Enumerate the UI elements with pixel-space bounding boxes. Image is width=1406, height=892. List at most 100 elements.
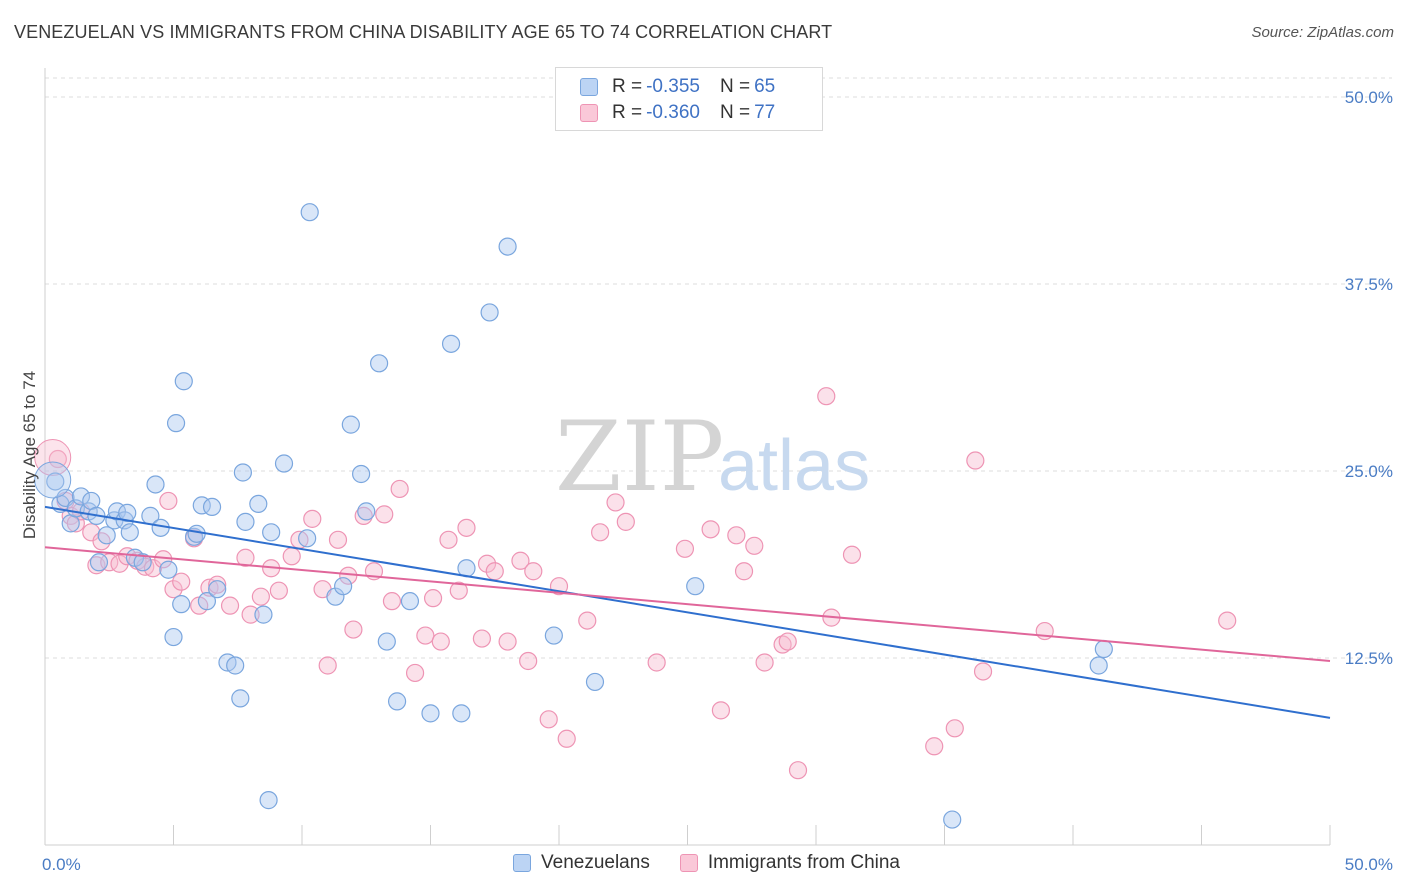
series-venezuelans-points xyxy=(34,203,1113,829)
data-point-venezuelans xyxy=(97,526,116,545)
data-point-china xyxy=(236,548,255,567)
data-point-china xyxy=(164,580,183,599)
data-point-venezuelans xyxy=(208,580,227,599)
data-point-venezuelans xyxy=(1094,639,1113,659)
data-point-china xyxy=(778,632,797,651)
legend-swatch-pink xyxy=(580,104,598,122)
legend-label-immigrants-from-china: Immigrants from China xyxy=(707,852,900,873)
data-point-venezuelans xyxy=(1089,656,1108,675)
data-point-venezuelans xyxy=(71,487,91,506)
data-point-venezuelans xyxy=(274,454,294,473)
data-point-china xyxy=(734,562,754,581)
data-point-venezuelans xyxy=(686,577,705,596)
data-point-venezuelans xyxy=(387,692,407,711)
data-point-venezuelans xyxy=(400,592,420,611)
legend-swatch-blue xyxy=(580,78,598,96)
legend-row-venezuelans: R = -0.355 N = 65 xyxy=(580,75,775,99)
data-point-china xyxy=(966,451,985,470)
data-point-venezuelans xyxy=(226,656,245,675)
axes xyxy=(44,68,1331,846)
data-point-china xyxy=(591,523,610,542)
legend-r-value: -0.355 xyxy=(646,76,700,97)
data-point-china xyxy=(472,629,491,648)
data-point-venezuelans xyxy=(943,810,962,829)
legend-item-immigrants-from-china[interactable]: Immigrants from China xyxy=(679,852,900,874)
data-point-china xyxy=(220,596,240,615)
data-point-china xyxy=(344,620,363,639)
data-point-china xyxy=(405,663,425,683)
watermark-atlas: atlas xyxy=(718,426,870,506)
x-tick-label: 0.0% xyxy=(42,855,81,874)
data-point-venezuelans xyxy=(254,605,273,624)
legend-n-value: 65 xyxy=(754,76,776,97)
data-point-china xyxy=(817,387,836,406)
grid-lines xyxy=(45,77,1392,659)
data-point-venezuelans xyxy=(233,463,252,482)
data-point-china xyxy=(701,520,720,539)
legend-item-venezuelans[interactable]: Venezuelans xyxy=(513,852,650,874)
data-point-china xyxy=(431,632,450,651)
y-tick-label: 25.0% xyxy=(1345,462,1393,481)
data-point-venezuelans xyxy=(166,414,186,433)
data-point-venezuelans xyxy=(249,494,268,514)
legend-swatch-pink xyxy=(679,854,698,872)
data-point-china xyxy=(48,449,67,469)
data-point-venezuelans xyxy=(202,497,222,517)
legend-n-label: N = xyxy=(719,76,751,97)
data-point-china xyxy=(390,479,409,499)
data-point-venezuelans xyxy=(133,553,152,572)
chart-title: VENEZUELAN VS IMMIGRANTS FROM CHINA DISA… xyxy=(14,22,833,42)
legend-swatch-blue xyxy=(513,854,531,872)
y-tick-label: 12.5% xyxy=(1345,649,1393,668)
data-point-china xyxy=(755,653,774,672)
data-point-china xyxy=(745,536,764,555)
data-point-china xyxy=(251,587,270,606)
data-point-venezuelans xyxy=(341,415,360,434)
data-point-china xyxy=(328,530,348,549)
legend-box: R = -0.355 N = 65 R = -0.360 N = 77 xyxy=(555,67,823,131)
data-point-china xyxy=(143,559,163,578)
data-point-china xyxy=(539,710,558,729)
data-point-china xyxy=(208,575,227,594)
data-point-china xyxy=(616,512,635,531)
data-point-venezuelans xyxy=(197,592,217,611)
data-point-venezuelans xyxy=(480,303,499,322)
data-point-venezuelans xyxy=(164,627,183,647)
data-point-china xyxy=(606,493,625,512)
data-point-venezuelans-large xyxy=(34,461,72,499)
tick-labels: 12.5% 25.0% 37.5% 50.0% 0.0% 50.0% xyxy=(42,88,1393,874)
data-point-china xyxy=(842,545,862,564)
bottom-legend: Venezuelans Immigrants from China xyxy=(513,852,930,874)
data-point-venezuelans xyxy=(352,464,371,484)
data-point-china xyxy=(110,554,129,573)
data-point-venezuelans xyxy=(46,472,65,491)
data-point-china xyxy=(449,581,468,600)
data-point-venezuelans xyxy=(159,560,178,579)
data-point-venezuelans xyxy=(441,334,461,353)
data-point-china xyxy=(318,656,337,675)
y-axis-label: Disability Age 65 to 74 xyxy=(20,371,39,539)
data-point-china xyxy=(159,491,178,511)
legend-label-venezuelans: Venezuelans xyxy=(541,852,650,873)
data-point-venezuelans xyxy=(421,704,440,723)
data-point-venezuelans xyxy=(236,512,255,531)
legend-n-label: N = xyxy=(719,102,751,123)
data-point-china xyxy=(945,719,964,738)
trend-line-china xyxy=(44,546,1331,662)
source-label: Source: ZipAtlas.com xyxy=(1251,24,1394,41)
data-point-china xyxy=(973,662,993,681)
trend-lines xyxy=(44,505,1331,719)
y-tick-label: 37.5% xyxy=(1345,275,1393,294)
data-point-china xyxy=(82,523,101,542)
data-point-china xyxy=(578,611,597,630)
data-point-venezuelans xyxy=(146,475,165,494)
data-point-china xyxy=(773,635,792,654)
data-point-venezuelans xyxy=(498,237,517,256)
data-point-china xyxy=(788,761,808,780)
data-point-china xyxy=(477,554,497,573)
data-point-china xyxy=(457,518,476,537)
data-point-china xyxy=(675,539,695,558)
legend-r-label: R = xyxy=(612,76,643,97)
data-point-china xyxy=(241,605,260,624)
